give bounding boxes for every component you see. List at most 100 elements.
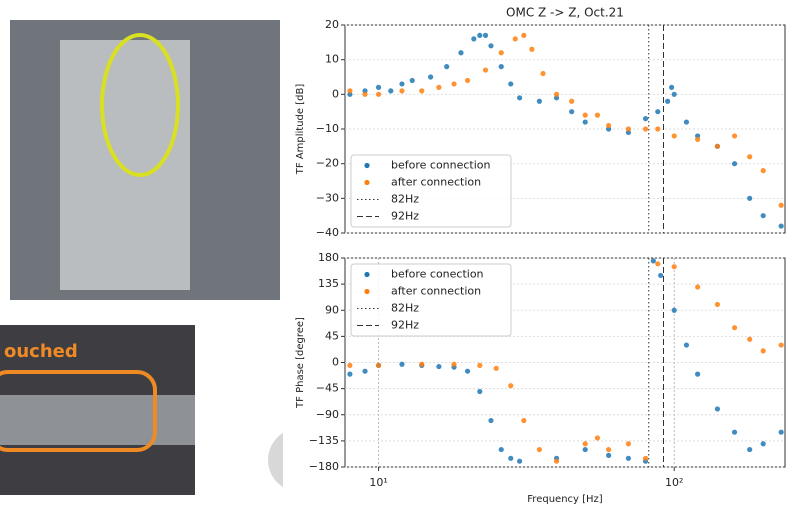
data-point [671, 307, 677, 313]
data-point [747, 446, 753, 453]
y-tick-label: 90 [325, 303, 339, 316]
data-point [477, 388, 483, 395]
chart-title: OMC Z -> Z, Oct.21 [506, 6, 624, 20]
data-point [582, 441, 588, 447]
data-point [695, 284, 701, 290]
data-point [760, 213, 766, 219]
data-point [464, 77, 471, 84]
data-point [508, 455, 514, 461]
data-point [669, 84, 675, 90]
data-point [362, 368, 368, 374]
data-point [625, 126, 632, 132]
data-point [778, 429, 784, 435]
x-tick-label: 10² [665, 476, 683, 489]
data-point [419, 361, 425, 367]
data-point [760, 348, 766, 354]
legend-label: after connection [391, 176, 481, 189]
data-point [375, 91, 382, 97]
data-point [399, 88, 405, 94]
data-point [778, 202, 784, 208]
data-point [731, 429, 738, 435]
data-point [714, 406, 721, 412]
data-point [642, 126, 649, 132]
data-point [451, 81, 457, 87]
data-point [569, 98, 575, 104]
data-point [482, 32, 489, 39]
data-point [655, 109, 661, 115]
y-tick-label: 0 [332, 356, 339, 369]
data-point [655, 261, 661, 267]
data-point [671, 133, 677, 139]
legend-marker [364, 179, 370, 186]
y-axis-label: TF Phase [degree] [295, 317, 306, 409]
data-point [488, 43, 494, 49]
data-point [458, 50, 464, 56]
data-point [498, 50, 504, 56]
data-point [658, 272, 664, 279]
data-point [498, 64, 504, 70]
data-point [508, 81, 514, 87]
data-point [747, 195, 753, 201]
data-point [714, 301, 721, 308]
data-point [517, 95, 523, 101]
legend-marker [364, 288, 370, 295]
data-point [642, 116, 649, 122]
y-axis-label: TF Amplitude [dB] [295, 84, 306, 176]
data-point [375, 84, 382, 90]
data-point [625, 455, 632, 461]
data-point [471, 36, 477, 42]
y-tick-label: −180 [309, 460, 339, 473]
x-tick-label: 10¹ [369, 476, 387, 489]
data-point [747, 154, 753, 160]
y-tick-label: −90 [316, 408, 339, 421]
data-point [695, 136, 701, 142]
data-point [436, 363, 442, 370]
data-point [517, 458, 523, 464]
y-tick-label: −20 [316, 157, 339, 170]
y-tick-label: 10 [325, 53, 339, 66]
legend-marker [364, 271, 370, 278]
data-point [444, 64, 450, 70]
data-point [731, 325, 738, 331]
data-point [582, 112, 588, 118]
data-point [594, 435, 601, 441]
data-point [436, 84, 442, 90]
legend-label: before conection [391, 268, 484, 281]
data-point [482, 67, 489, 73]
data-point [778, 342, 784, 348]
data-point [347, 88, 353, 94]
y-tick-label: −40 [316, 226, 339, 239]
legend-box [350, 263, 512, 337]
data-point [536, 98, 543, 104]
data-point [419, 88, 425, 94]
data-point [778, 223, 784, 229]
data-point [665, 98, 671, 104]
data-point [625, 441, 632, 447]
y-tick-label: −135 [309, 434, 339, 447]
data-point [671, 91, 677, 97]
data-point [399, 361, 405, 367]
data-point [536, 446, 543, 453]
legend-marker [364, 162, 370, 169]
data-point [760, 441, 766, 447]
data-point [594, 112, 601, 118]
data-point [569, 109, 575, 115]
data-point [498, 446, 504, 453]
data-point [582, 119, 588, 125]
data-point [521, 32, 527, 39]
data-point [553, 91, 560, 97]
data-point [683, 342, 690, 348]
data-point [606, 446, 612, 453]
data-point [409, 77, 415, 84]
data-point [683, 119, 690, 125]
data-point [714, 143, 721, 149]
y-tick-label: 180 [318, 251, 339, 264]
data-point [464, 368, 471, 374]
data-point [477, 32, 483, 39]
y-tick-label: −10 [316, 122, 339, 135]
legend-label: 92Hz [391, 210, 419, 223]
data-point [399, 81, 405, 87]
data-point [521, 417, 527, 424]
data-point [451, 361, 457, 367]
